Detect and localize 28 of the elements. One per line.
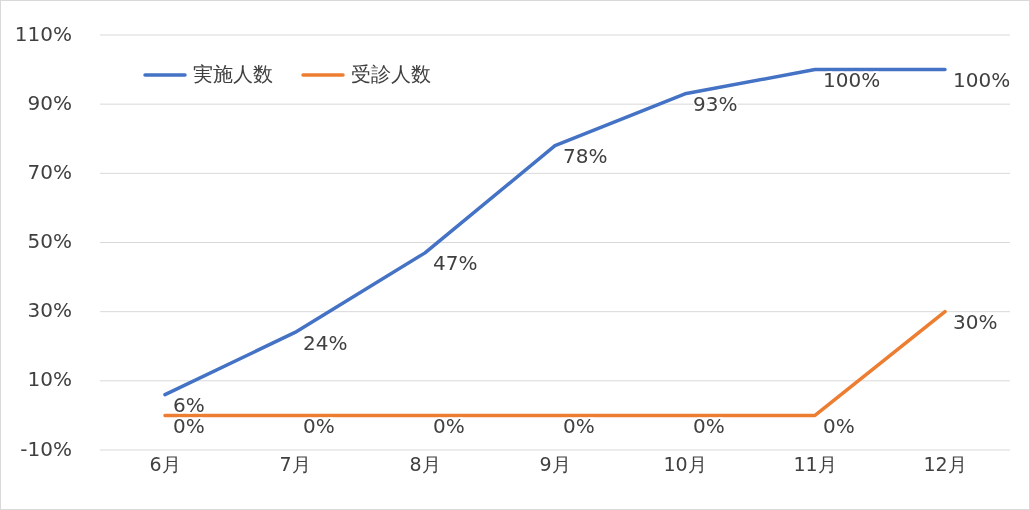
x-tick-label: 11月 bbox=[793, 452, 837, 475]
data-label: 78% bbox=[563, 144, 608, 169]
x-tick-label: 10月 bbox=[663, 452, 707, 475]
data-label: 0% bbox=[303, 413, 335, 438]
y-tick-label: 50% bbox=[27, 229, 72, 253]
x-tick-label: 7月 bbox=[279, 452, 311, 475]
data-label: 0% bbox=[693, 413, 725, 438]
data-label: 0% bbox=[433, 413, 465, 438]
data-label: 0% bbox=[823, 413, 855, 438]
y-tick-label: 90% bbox=[27, 90, 72, 115]
y-tick-label: -10% bbox=[20, 436, 72, 461]
data-label: 100% bbox=[823, 68, 881, 93]
data-label: 0% bbox=[563, 413, 595, 438]
x-tick-label: 12月 bbox=[923, 452, 967, 475]
data-label: 47% bbox=[433, 251, 478, 276]
x-tick-label: 6月 bbox=[149, 452, 181, 475]
data-label: 30% bbox=[953, 310, 998, 335]
data-label: 24% bbox=[303, 330, 348, 355]
y-tick-label: 70% bbox=[27, 159, 72, 184]
y-tick-label: 10% bbox=[27, 367, 72, 392]
data-label: 100% bbox=[953, 68, 1011, 93]
data-label: 93% bbox=[693, 92, 738, 117]
x-tick-label: 9月 bbox=[539, 452, 571, 475]
y-tick-label: 30% bbox=[27, 298, 72, 323]
legend-label: 受診人数 bbox=[351, 61, 431, 86]
legend-label: 実施人数 bbox=[193, 61, 273, 86]
y-tick-label: 110% bbox=[14, 21, 72, 46]
x-tick-label: 8月 bbox=[409, 452, 441, 475]
